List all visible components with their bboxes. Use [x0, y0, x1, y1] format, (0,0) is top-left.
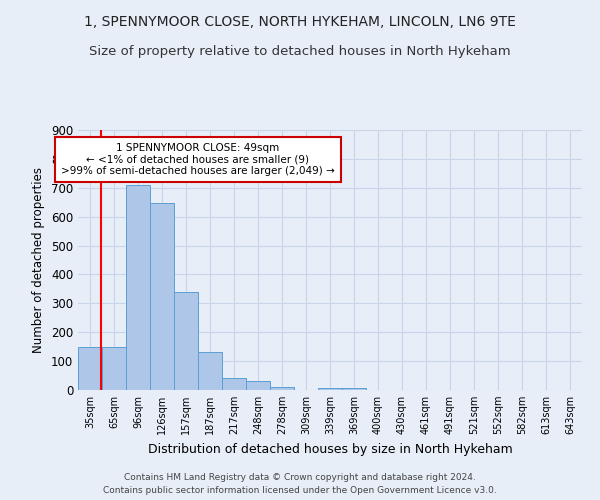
Text: Contains HM Land Registry data © Crown copyright and database right 2024.: Contains HM Land Registry data © Crown c… [124, 474, 476, 482]
X-axis label: Distribution of detached houses by size in North Hykeham: Distribution of detached houses by size … [148, 442, 512, 456]
Bar [102, 346, 126, 390]
Text: 1 SPENNYMOOR CLOSE: 49sqm
← <1% of detached houses are smaller (9)
>99% of semi-: 1 SPENNYMOOR CLOSE: 49sqm ← <1% of detac… [61, 143, 335, 176]
Bar [342, 388, 366, 390]
Bar [318, 388, 342, 390]
Text: Size of property relative to detached houses in North Hykeham: Size of property relative to detached ho… [89, 45, 511, 58]
Bar [150, 203, 174, 390]
Bar [222, 378, 246, 390]
Bar [270, 387, 294, 390]
Text: Contains public sector information licensed under the Open Government Licence v3: Contains public sector information licen… [103, 486, 497, 495]
Y-axis label: Number of detached properties: Number of detached properties [32, 167, 46, 353]
Bar [78, 346, 102, 390]
Bar [126, 185, 150, 390]
Bar [174, 292, 198, 390]
Bar [198, 352, 222, 390]
Text: 1, SPENNYMOOR CLOSE, NORTH HYKEHAM, LINCOLN, LN6 9TE: 1, SPENNYMOOR CLOSE, NORTH HYKEHAM, LINC… [84, 15, 516, 29]
Bar [246, 381, 270, 390]
